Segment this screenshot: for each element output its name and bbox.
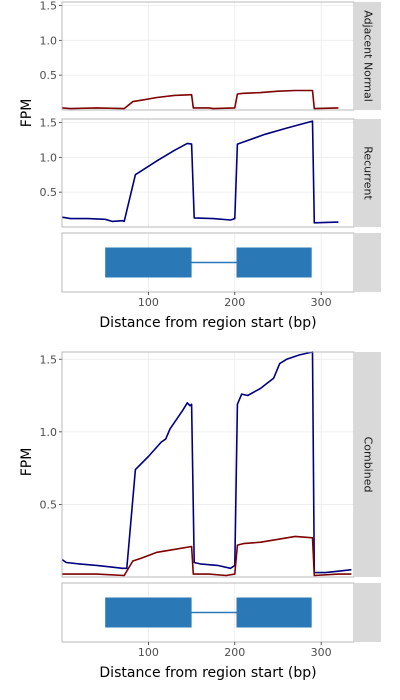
strip-gene-top xyxy=(354,233,381,292)
x-axis-top: 100 200 300 xyxy=(138,292,332,309)
strip-combined xyxy=(354,352,381,577)
xlabel-bottom: Distance from region start (bp) xyxy=(99,665,316,681)
y-tick-label: 1.5 xyxy=(40,353,58,366)
series-line-normal xyxy=(61,89,339,110)
gene-track-bottom xyxy=(61,582,355,643)
strip-label-recurrent: Recurrent xyxy=(362,146,375,200)
y-tick-label: 1.0 xyxy=(40,426,58,439)
x-tick-label: 100 xyxy=(138,296,159,309)
strip-recurrent xyxy=(354,119,381,227)
x-tick-label: 200 xyxy=(224,296,245,309)
panel-background xyxy=(62,352,354,577)
series-line-recurrent xyxy=(61,351,352,574)
y-tick-label: 1.0 xyxy=(40,34,58,47)
series-line-recurrent xyxy=(61,120,339,224)
y-tick-label: 0.5 xyxy=(40,498,58,511)
y-tick-label: 1.0 xyxy=(40,151,58,164)
series-line-normal xyxy=(62,535,352,577)
strip-label-combined: Combined xyxy=(362,437,375,493)
gene-track-top xyxy=(61,232,355,293)
panel-adjacent-normal: 0.5 1.0 1.5 xyxy=(40,0,355,111)
exon-block xyxy=(236,597,312,628)
xlabel-top: Distance from region start (bp) xyxy=(99,315,316,331)
y-tick-label: 1.5 xyxy=(40,116,58,129)
exon-block xyxy=(105,597,192,628)
panel-recurrent: 0.5 1.0 1.5 xyxy=(40,116,355,228)
y-tick-label: 1.5 xyxy=(40,0,58,12)
strip-gene-bottom xyxy=(354,583,381,642)
panel-background xyxy=(62,2,354,110)
x-tick-label: 100 xyxy=(138,646,159,659)
x-axis-bottom: 100 200 300 xyxy=(138,642,332,659)
x-tick-label: 300 xyxy=(311,646,332,659)
y-tick-label: 0.5 xyxy=(40,69,58,82)
exon-block xyxy=(236,247,312,278)
x-tick-label: 300 xyxy=(311,296,332,309)
panel-combined: 0.5 1.0 1.5 xyxy=(40,351,355,578)
y-tick-label: 0.5 xyxy=(40,186,58,199)
strip-label-adjacent-normal: Adjacent Normal xyxy=(362,10,375,102)
panel-background xyxy=(62,119,354,227)
top-ylabel: FPM xyxy=(19,99,35,128)
strip-adjacent-normal xyxy=(354,2,381,110)
exon-block xyxy=(105,247,192,278)
bottom-ylabel: FPM xyxy=(19,448,35,477)
x-tick-label: 200 xyxy=(224,646,245,659)
